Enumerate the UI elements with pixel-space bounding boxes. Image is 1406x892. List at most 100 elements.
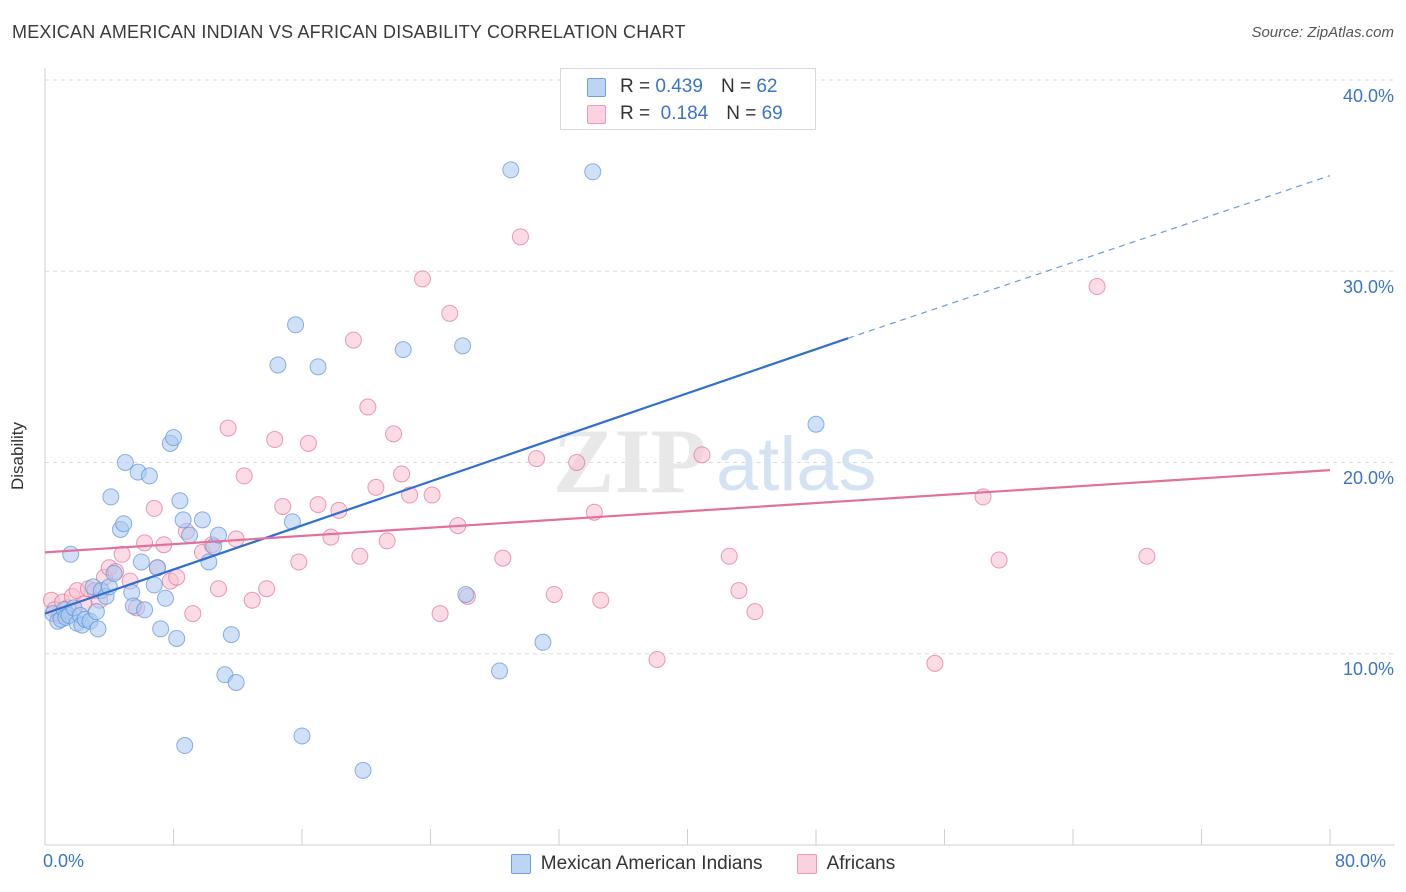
blue-point-28: [136, 601, 154, 619]
blue-point-27: [132, 553, 150, 571]
pink-point-31: [243, 591, 261, 609]
pink-point-44: [378, 532, 396, 550]
pink-point-65: [746, 603, 764, 621]
stats-legend: R = 0.439 N = 62 R = 0.184 N = 69: [560, 68, 816, 130]
pink-point-33: [266, 431, 284, 449]
axes: [44, 68, 1395, 846]
blue-point-41: [193, 511, 211, 529]
pink-point-14: [113, 545, 131, 563]
pink-point-70: [1138, 547, 1156, 565]
pink-point-69: [1088, 278, 1106, 296]
trend-lines: [44, 175, 1331, 615]
blue-point-15: [89, 620, 107, 638]
pink-point-38: [322, 528, 340, 546]
pink-point-42: [359, 398, 377, 416]
x-tick-label-max: 80.0%: [1335, 851, 1387, 871]
pink-point-17: [136, 534, 154, 552]
pink-point-34: [274, 497, 292, 515]
blue-point-58: [502, 161, 520, 179]
blue-point-56: [457, 585, 475, 603]
pink-point-50: [431, 605, 449, 623]
blue-point-50: [287, 316, 305, 334]
pink-point-27: [209, 580, 227, 598]
pink-point-49: [423, 486, 441, 504]
pink-point-62: [693, 446, 711, 464]
blue-point-46: [222, 626, 240, 644]
blue-point-35: [165, 429, 182, 447]
blue-point-36: [168, 629, 186, 647]
pink-point-54: [494, 549, 512, 567]
zipatlas-watermark: ZIP atlas: [553, 410, 877, 512]
grid-lines: [45, 79, 1395, 655]
mexican-american-indians-points: [44, 161, 825, 779]
blue-point-61: [807, 415, 825, 433]
blue-point-39: [176, 737, 194, 755]
pink-point-36: [299, 434, 317, 452]
blue-point-6: [62, 545, 80, 563]
series-legend: Mexican American Indians Africans: [0, 852, 1406, 876]
legend-swatch-pink: [796, 854, 817, 874]
blue-point-38: [174, 511, 192, 529]
pink-point-61: [648, 650, 666, 668]
r-value: 0.184: [660, 103, 709, 124]
blue-point-33: [156, 589, 174, 607]
pink-point-18: [145, 499, 163, 517]
pink-trend-line: [44, 469, 1331, 554]
blue-point-59: [534, 633, 552, 651]
pink-point-58: [568, 454, 586, 471]
blue-point-14: [87, 603, 105, 621]
legend-swatch-blue: [510, 854, 531, 874]
pink-point-56: [528, 450, 546, 468]
blue-point-55: [454, 337, 472, 355]
blue-point-23: [116, 454, 134, 471]
pink-point-55: [511, 228, 529, 246]
legend-item-africans: Africans: [796, 853, 896, 875]
r-label: R =: [620, 76, 651, 97]
chart-title: MEXICAN AMERICAN INDIAN VS AFRICAN DISAB…: [12, 22, 686, 42]
pink-point-57: [545, 585, 563, 603]
pink-point-43: [367, 478, 385, 496]
pink-point-22: [168, 568, 186, 586]
pink-point-63: [720, 547, 738, 565]
pink-point-41: [351, 547, 369, 565]
y-tick-label-10: 10.0%: [1342, 659, 1394, 679]
pink-point-66: [926, 654, 944, 672]
blue-point-44: [209, 526, 227, 544]
y-tick-label-20: 20.0%: [1342, 468, 1394, 488]
pink-point-48: [413, 270, 431, 288]
blue-point-47: [227, 673, 245, 691]
blue-point-20: [105, 564, 123, 582]
blue-point-32: [152, 620, 170, 638]
pink-point-40: [344, 331, 362, 349]
blue-trend-line: [44, 337, 849, 615]
blue-point-37: [171, 492, 189, 510]
blue-point-22: [115, 515, 133, 533]
blue-point-60: [584, 163, 602, 181]
n-label: N =: [726, 103, 757, 124]
pink-point-24: [184, 605, 202, 623]
pink-point-46: [393, 465, 411, 483]
blue-point-53: [354, 761, 372, 779]
blue-point-40: [181, 526, 199, 544]
pink-point-45: [385, 425, 403, 443]
r-value: 0.439: [655, 76, 703, 97]
pink-point-32: [258, 580, 276, 598]
legend-label-pink: Africans: [826, 853, 896, 874]
blue-point-19: [102, 488, 120, 506]
pink-point-60: [592, 591, 610, 609]
stats-legend-row-blue: R = 0.439 N = 62: [587, 75, 777, 99]
pink-point-64: [730, 582, 748, 600]
n-value: 69: [761, 103, 783, 124]
stats-legend-row-pink: R = 0.184 N = 69: [587, 102, 783, 126]
blue-point-48: [269, 356, 287, 374]
r-label: R =: [620, 103, 651, 124]
x-tick-label-min: 0.0%: [43, 851, 85, 871]
blue-point-57: [491, 662, 509, 680]
pink-point-35: [290, 553, 308, 571]
y-tick-label-40: 40.0%: [1342, 86, 1394, 106]
y-axis-label: Disability: [8, 421, 27, 491]
y-tick-label-30: 30.0%: [1342, 277, 1394, 297]
pink-point-28: [219, 419, 237, 437]
blue-point-30: [145, 576, 163, 594]
